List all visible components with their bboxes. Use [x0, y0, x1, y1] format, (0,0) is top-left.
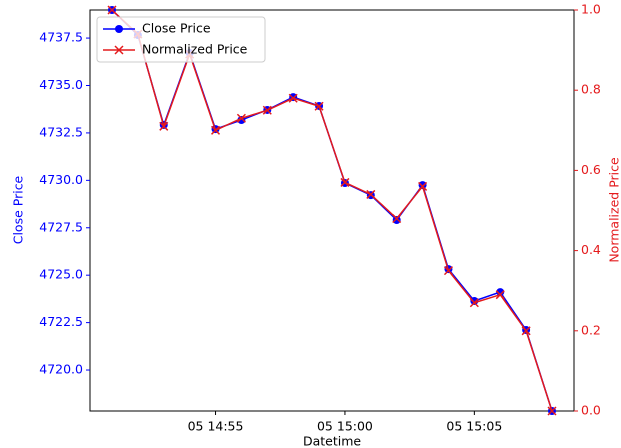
y2-tick-label: 0.2 [581, 322, 601, 337]
point [366, 189, 376, 199]
point [340, 177, 350, 187]
y2-tick-label: 1.0 [581, 2, 601, 17]
point [236, 113, 246, 123]
point [470, 296, 479, 305]
point [496, 288, 505, 297]
x-tick-label: 05 15:05 [446, 419, 502, 434]
point [288, 93, 298, 103]
y2-tick-label: 0.6 [581, 162, 601, 177]
point [418, 181, 428, 191]
y-tick-label: 4730.0 [39, 172, 83, 187]
legend-box [96, 16, 266, 63]
x-tick-label: 05 15:00 [317, 419, 373, 434]
legend-label: Close Price [142, 21, 211, 36]
x-axis-label: Datetime [303, 434, 361, 448]
point [262, 105, 272, 115]
legend-marker [115, 25, 123, 33]
legend-label: Normalized Price [142, 42, 248, 57]
legend-marker [114, 45, 124, 55]
y2-tick-label: 0.4 [581, 242, 601, 257]
point [392, 213, 402, 224]
y-tick-label: 4737.5 [39, 30, 83, 45]
point [495, 290, 505, 300]
x-tick-label: 05 14:55 [188, 419, 244, 434]
chart-title: Close Price and Normalized Price [217, 0, 447, 4]
point [443, 266, 454, 276]
plot-frame [89, 9, 575, 412]
y-tick-label: 4720.0 [39, 362, 83, 377]
y-tick-label: 4722.5 [39, 314, 83, 329]
point [521, 326, 531, 336]
y-tick-label: 4732.5 [39, 124, 83, 139]
point [547, 406, 557, 416]
point [418, 181, 427, 190]
y-tick-label: 4725.0 [39, 267, 83, 282]
series-line [111, 9, 553, 412]
point [159, 121, 169, 131]
y-axis-label: Close Price [11, 175, 26, 244]
y2-axis-label: Normalized Price [607, 157, 621, 263]
y-tick-label: 4735.0 [39, 77, 83, 92]
point [107, 5, 117, 15]
point [392, 215, 401, 224]
point [314, 101, 324, 111]
y2-tick-label: 0.8 [581, 82, 601, 97]
point [210, 125, 221, 135]
y-tick-label: 4727.5 [39, 219, 83, 234]
point [469, 298, 479, 308]
y2-tick-label: 0.0 [581, 403, 601, 418]
